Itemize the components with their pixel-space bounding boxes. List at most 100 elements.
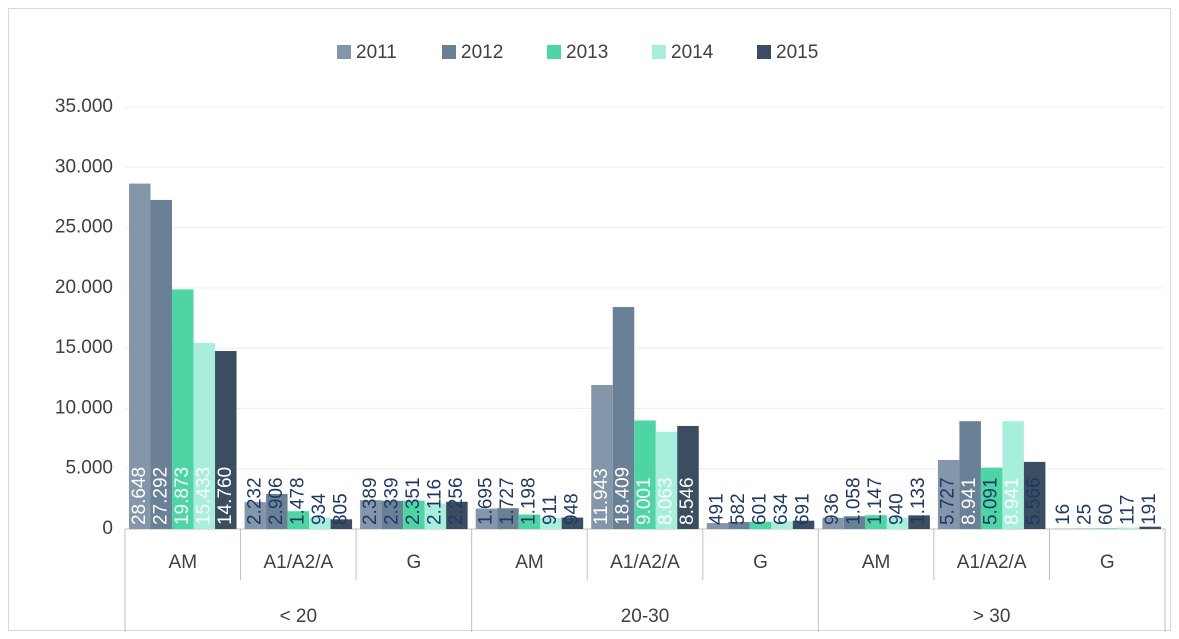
data-label: 805 [330,493,351,525]
bar [677,425,699,529]
data-label: 8.063 [656,477,677,525]
legend-swatch [757,45,771,59]
x-tick-label: AM [862,552,891,573]
data-label: 601 [750,493,771,525]
data-label: 14.760 [215,467,236,525]
bar [475,508,498,529]
data-label: 936 [822,493,843,525]
y-tick-label: 15.000 [55,337,113,358]
legend-label: 2013 [566,42,608,63]
data-label: 2.256 [446,477,467,525]
data-label: 1.695 [475,477,496,525]
x-tick-label: A1/A2/A [957,552,1027,573]
bar [771,521,793,529]
legend-swatch [337,45,351,59]
data-label: 8.941 [1002,477,1023,525]
x-tick-label: A1/A2/A [263,552,333,573]
data-label: 28.648 [129,467,150,525]
legend-label: 2015 [776,42,818,63]
bar [518,514,541,529]
data-label: 191 [1139,493,1160,525]
data-label: 634 [771,493,792,525]
bar [612,307,635,529]
bar [843,516,866,529]
data-label: 2.232 [244,477,265,525]
bar [561,517,584,529]
data-label: 940 [887,493,908,525]
data-label: 2.116 [424,479,445,525]
bar [540,518,562,529]
group-label: < 20 [280,606,318,627]
legend-label: 2012 [461,42,503,63]
data-label: 491 [707,493,728,525]
bar [865,515,887,529]
bar [360,500,382,529]
bar [330,519,353,529]
data-label: 8.546 [677,477,698,525]
data-label: 1.133 [908,477,929,525]
legend-swatch [442,45,456,59]
bar [749,521,772,529]
bar [424,503,447,529]
data-label: 1.727 [497,477,518,525]
x-tick-label: AM [169,552,198,573]
legend-swatch [652,45,666,59]
y-tick-label: 0 [102,518,113,539]
bar [215,351,237,529]
bar [446,501,468,529]
bar [172,289,194,529]
group-label: 20-30 [621,606,670,627]
bar [591,385,613,529]
bar [908,515,930,529]
y-tick-label: 10.000 [55,397,113,418]
data-label: 11.943 [591,468,612,525]
bar [1002,421,1024,529]
data-label: 2.389 [360,477,381,525]
bar [193,342,216,529]
data-label: 691 [793,493,814,525]
data-label: 2.351 [403,477,424,525]
data-label: 934 [309,493,330,525]
x-tick-label: A1/A2/A [610,552,680,573]
bar [822,517,844,529]
data-label: 60 [1096,504,1117,525]
data-label: 2.339 [381,477,402,525]
data-label: 1.058 [844,477,865,525]
bar [1096,528,1118,529]
legend-label: 2014 [671,42,714,63]
data-label: 15.433 [193,467,214,525]
bar [287,511,310,529]
bar [266,493,288,529]
data-label: 16 [1053,504,1074,525]
y-tick-label: 30.000 [55,156,113,177]
bar [129,183,151,529]
data-label: 9.001 [634,477,655,525]
legend-swatch [547,45,561,59]
bar [728,521,750,529]
data-label: 2.906 [266,477,287,525]
bar [959,421,981,529]
data-label: 1.147 [865,477,886,525]
bar [634,420,656,529]
data-label: 5.091 [981,477,1002,525]
bar [1117,527,1140,529]
data-label: 25 [1075,504,1096,525]
bar [1023,461,1046,529]
bar [1139,526,1161,529]
data-label: 19.873 [172,467,193,525]
bar [309,517,331,529]
data-label: 5.566 [1024,477,1045,525]
x-tick-label: G [753,552,768,573]
data-label: 5.727 [938,477,959,525]
data-label: 117 [1118,495,1139,525]
data-label: 582 [728,493,749,525]
bar [706,523,729,529]
data-label: 8.941 [959,477,980,525]
data-label: 27.292 [150,467,171,525]
bar [497,508,519,529]
y-tick-label: 5.000 [65,458,113,479]
legend-label: 2011 [356,42,397,63]
bar [937,459,960,529]
bar [150,199,173,529]
